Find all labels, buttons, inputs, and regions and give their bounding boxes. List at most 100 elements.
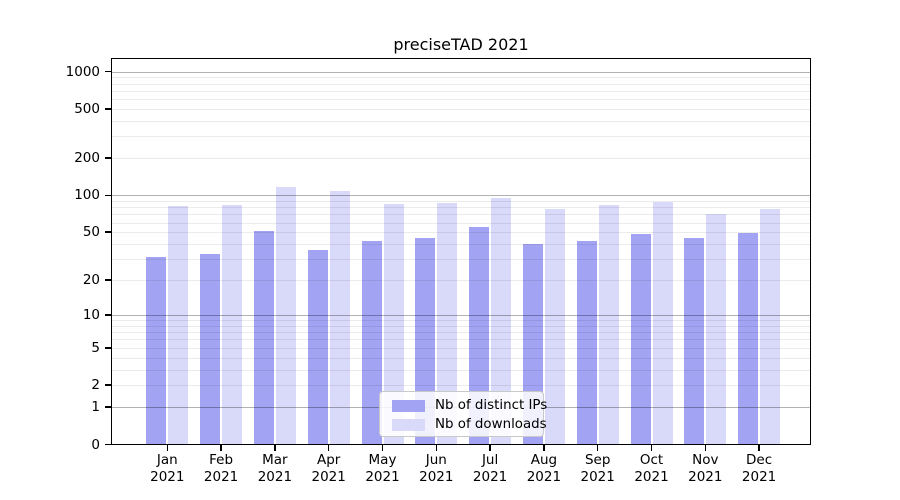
x-tick-label-may: May 2021 xyxy=(348,452,418,486)
x-tick-label-jul: Jul 2021 xyxy=(455,452,525,486)
bar-distinct-ips-sep xyxy=(576,241,597,445)
x-tick-month: May xyxy=(368,452,397,468)
x-tick-month: Jan xyxy=(156,452,178,468)
y-tick-0 xyxy=(104,443,112,446)
bar-downloads-jun xyxy=(437,203,458,445)
bar-downloads-nov xyxy=(706,213,727,445)
y-tick-label-10: 10 xyxy=(82,307,100,324)
y-tick-label-2: 2 xyxy=(91,377,100,394)
bar-distinct-ips-apr xyxy=(307,249,328,445)
minor-gridline-2 xyxy=(112,385,810,387)
bar-distinct-ips-jul xyxy=(469,227,490,445)
y-tick-5 xyxy=(104,347,112,349)
y-tick-label-1: 1 xyxy=(91,399,100,416)
x-tick-dec xyxy=(758,444,760,451)
bar-downloads-jul xyxy=(491,198,512,445)
bar-downloads-jan xyxy=(168,205,189,445)
bar-downloads-dec xyxy=(760,209,781,445)
x-tick-year: 2021 xyxy=(741,469,777,485)
x-tick-label-aug: Aug 2021 xyxy=(509,452,579,486)
x-tick-aug xyxy=(543,444,545,451)
x-tick-sep xyxy=(596,444,599,451)
minor-gridline-70 xyxy=(112,214,810,216)
x-tick-month: Feb xyxy=(209,452,234,468)
x-tick-jul xyxy=(489,444,491,451)
minor-gridline-6 xyxy=(112,339,810,341)
y-tick-label-5: 5 xyxy=(91,339,100,356)
major-gridline-100 xyxy=(112,195,810,197)
y-tick-50 xyxy=(104,231,112,233)
x-tick-month: Aug xyxy=(530,452,558,468)
minor-gridline-40 xyxy=(112,244,810,245)
minor-gridline-7 xyxy=(112,332,810,334)
x-tick-month: Nov xyxy=(692,452,719,468)
y-tick-label-50: 50 xyxy=(82,224,100,241)
y-tick-label-100: 100 xyxy=(74,187,100,204)
x-tick-year: 2021 xyxy=(580,469,615,485)
y-tick-10 xyxy=(104,314,112,316)
minor-gridline-900 xyxy=(112,77,810,79)
minor-gridline-700 xyxy=(112,90,810,92)
bar-downloads-mar xyxy=(275,186,296,445)
bar-distinct-ips-dec xyxy=(738,233,759,445)
x-tick-year: 2021 xyxy=(419,469,454,485)
bar-distinct-ips-oct xyxy=(630,234,651,445)
minor-gridline-400 xyxy=(112,120,810,122)
x-tick-nov xyxy=(704,444,707,451)
y-tick-label-200: 200 xyxy=(74,150,100,167)
legend-label: Nb of distinct IPs xyxy=(435,398,548,413)
minor-gridline-5 xyxy=(112,347,810,349)
x-tick-label-jun: Jun 2021 xyxy=(401,452,471,486)
x-tick-jan xyxy=(166,444,169,451)
x-tick-year: 2021 xyxy=(634,469,669,485)
legend-entry-distinct-ips: Nb of distinct IPs xyxy=(380,396,547,415)
major-gridline-1000 xyxy=(112,71,810,73)
legend-swatch-distinct-ips xyxy=(392,399,425,412)
y-tick-label-20: 20 xyxy=(82,272,100,289)
minor-gridline-20 xyxy=(112,280,810,282)
y-tick-20 xyxy=(104,279,112,281)
legend-label: Nb of downloads xyxy=(435,417,547,432)
x-tick-year: 2021 xyxy=(688,469,723,485)
x-tick-label-apr: Apr 2021 xyxy=(294,452,364,486)
x-tick-month: Oct xyxy=(639,452,664,468)
bar-distinct-ips-feb xyxy=(200,254,221,445)
x-tick-oct xyxy=(650,444,653,451)
minor-gridline-9 xyxy=(112,320,810,322)
x-tick-label-oct: Oct 2021 xyxy=(617,452,687,486)
x-tick-jun xyxy=(435,444,438,451)
bar-distinct-ips-jan xyxy=(146,257,167,445)
x-tick-year: 2021 xyxy=(203,469,239,485)
minor-gridline-60 xyxy=(112,222,810,224)
minor-gridline-90 xyxy=(112,200,810,202)
x-tick-year: 2021 xyxy=(150,469,185,485)
minor-gridline-600 xyxy=(112,99,810,101)
y-tick-1 xyxy=(104,406,112,408)
y-tick-500 xyxy=(104,108,112,110)
x-tick-may xyxy=(381,444,384,451)
minor-gridline-8 xyxy=(112,325,810,327)
x-tick-year: 2021 xyxy=(257,469,293,485)
major-gridline-10 xyxy=(112,315,810,317)
x-tick-month: Sep xyxy=(584,452,611,468)
y-tick-label-500: 500 xyxy=(74,100,100,117)
legend: Nb of distinct IPs Nb of downloads xyxy=(379,391,547,437)
bar-distinct-ips-nov xyxy=(684,237,705,445)
y-tick-1000 xyxy=(104,70,112,73)
y-tick-label-0: 0 xyxy=(91,436,100,453)
x-tick-label-nov: Nov 2021 xyxy=(670,452,740,486)
x-tick-label-jan: Jan 2021 xyxy=(132,452,202,486)
legend-entry-downloads: Nb of downloads xyxy=(380,415,547,434)
y-tick-200 xyxy=(104,157,112,159)
bar-downloads-apr xyxy=(329,191,350,445)
x-tick-feb xyxy=(220,444,222,451)
x-tick-year: 2021 xyxy=(365,469,400,485)
legend-swatch-downloads xyxy=(392,418,425,431)
x-tick-year: 2021 xyxy=(311,469,346,485)
x-tick-label-sep: Sep 2021 xyxy=(563,452,633,486)
y-tick-100 xyxy=(104,194,112,197)
minor-gridline-30 xyxy=(112,259,810,261)
x-tick-mar xyxy=(274,444,276,451)
x-tick-label-mar: Mar 2021 xyxy=(240,452,310,486)
